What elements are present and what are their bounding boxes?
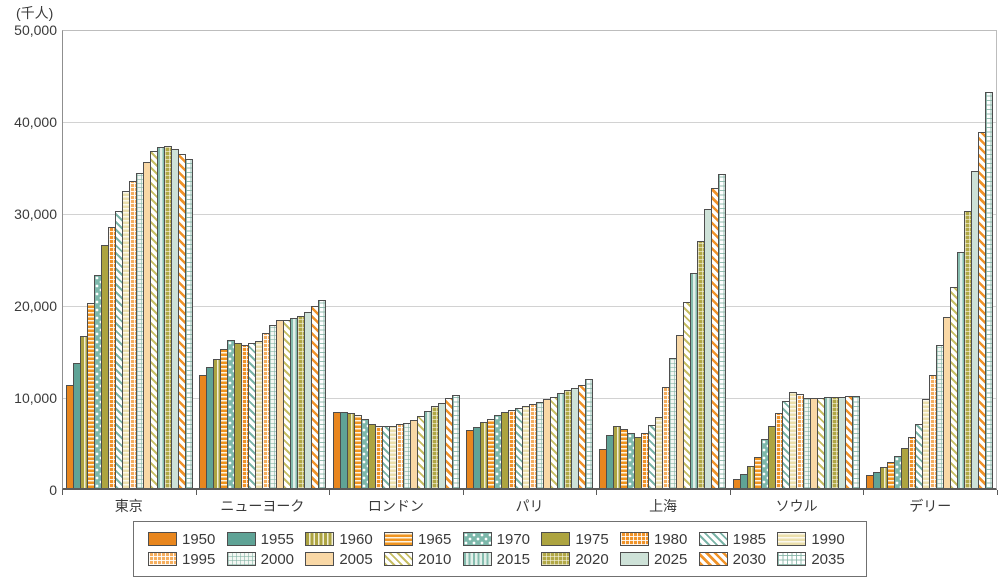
- legend-item-1970: 1970: [462, 530, 542, 548]
- legend-item-1955: 1955: [226, 530, 306, 548]
- legend-swatch-solid-peach: [305, 552, 335, 566]
- legend-item-1965: 1965: [383, 530, 463, 548]
- legend-item-1985: 1985: [698, 530, 778, 548]
- legend-year-label: 1985: [732, 530, 767, 548]
- x-axis-tick: [195, 490, 197, 495]
- legend-year-label: 2005: [339, 550, 373, 568]
- gridline-10000: [63, 398, 996, 399]
- legend-item-1975: 1975: [541, 531, 620, 548]
- bar-group-パリ: [463, 31, 596, 488]
- x-axis-tick: [997, 490, 998, 495]
- legend-item-2025: 2025: [619, 550, 699, 568]
- legend-year-label: 2010: [417, 550, 452, 568]
- gridline-20000: [63, 306, 996, 307]
- x-axis-label-ロンドン: ロンドン: [367, 498, 424, 514]
- legend-year-label: 1965: [417, 530, 452, 548]
- bar-パリ-2035: [584, 379, 593, 488]
- legend-item-1960: 1960: [305, 531, 384, 548]
- x-axis-label-デリー: デリー: [909, 498, 952, 514]
- legend-swatch-grid-orange-light: [148, 552, 177, 566]
- legend-item-2035: 2035: [777, 551, 856, 568]
- legend-year-label: 1950: [182, 530, 216, 548]
- legend-item-2000: 2000: [226, 550, 306, 568]
- bar-group-上海: [596, 31, 729, 488]
- x-axis-tick: [863, 490, 865, 495]
- legend-year-label: 1995: [182, 550, 216, 568]
- legend-year-label: 1955: [260, 530, 295, 548]
- x-axis-tick: [729, 490, 731, 495]
- legend-year-label: 1970: [496, 530, 531, 548]
- legend-item-2005: 2005: [305, 551, 384, 568]
- bar-東京-2035: [185, 159, 194, 488]
- legend-item-2020: 2020: [541, 551, 620, 568]
- legend-year-label: 1980: [653, 530, 688, 548]
- legend-item-2015: 2015: [462, 550, 542, 568]
- y-tick-label: 0: [49, 482, 57, 498]
- legend-swatch-solid-mint: [619, 552, 649, 566]
- legend-year-label: 1975: [575, 530, 609, 548]
- legend-swatch-stripe-diag-teal: [698, 532, 728, 546]
- legend-item-1995: 1995: [148, 551, 227, 568]
- y-tick-label: 30,000: [14, 206, 57, 222]
- gridline-30000: [63, 214, 996, 215]
- x-axis-label-パリ: パリ: [515, 498, 544, 514]
- legend-year-label: 2025: [653, 550, 688, 568]
- legend-swatch-solid-olive: [541, 532, 571, 546]
- bar-ソウル-2035: [851, 396, 860, 488]
- bar-ニューヨーク-2035: [318, 300, 327, 488]
- legend-year-label: 2030: [732, 550, 767, 568]
- y-tick-label: 40,000: [14, 114, 57, 130]
- legend-swatch-grid-orange: [619, 532, 649, 546]
- legend-year-label: 1960: [339, 530, 373, 548]
- x-axis-tick: [462, 490, 464, 495]
- legend-box: 1950 1955 1960 1965 1970 1975 1980 1985 1990 1995…: [133, 521, 867, 577]
- legend-year-label: 2015: [496, 550, 531, 568]
- legend-swatch-stripe-diag-orange: [698, 552, 728, 566]
- y-tick-label: 10,000: [14, 390, 57, 406]
- legend-item-2030: 2030: [698, 550, 778, 568]
- legend-swatch-stripe-diag-olive: [383, 552, 413, 566]
- bar-group-東京: [63, 31, 196, 488]
- bar-group-ロンドン: [330, 31, 463, 488]
- x-axis-label-ソウル: ソウル: [775, 498, 818, 514]
- x-axis-label-上海: 上海: [649, 498, 678, 514]
- legend-swatch-grid-olive: [541, 552, 571, 566]
- legend-item-2010: 2010: [383, 550, 463, 568]
- x-axis-label-ニューヨーク: ニューヨーク: [220, 498, 305, 514]
- bar-group-ソウル: [729, 31, 862, 488]
- bar-ロンドン-2035: [451, 395, 460, 488]
- legend-item-1990: 1990: [777, 531, 856, 548]
- x-axis-tick: [329, 490, 331, 495]
- legend-item-1980: 1980: [619, 530, 699, 548]
- legend-swatch-grid-teal-pale: [226, 552, 256, 566]
- legend-year-label: 2035: [811, 550, 845, 568]
- y-axis-unit-label: (千人): [16, 5, 54, 21]
- legend-year-label: 1990: [811, 530, 845, 548]
- legend-swatch-grid-teal-white: [777, 552, 807, 566]
- x-axis-tick: [596, 490, 598, 495]
- bar-デリー-2035: [984, 92, 993, 488]
- plot-area: [62, 30, 997, 490]
- legend-year-label: 2020: [575, 550, 609, 568]
- x-axis-tick: [62, 490, 63, 495]
- bar-group-ニューヨーク: [196, 31, 329, 488]
- legend-swatch-dots-teal: [462, 532, 492, 546]
- legend-year-label: 2000: [260, 550, 295, 568]
- y-tick-label: 20,000: [14, 298, 57, 314]
- legend-swatch-solid-teal: [226, 532, 256, 546]
- y-tick-label: 50,000: [14, 22, 57, 38]
- x-axis-label-東京: 東京: [114, 498, 143, 514]
- legend-swatch-stripe-v-teal: [462, 552, 492, 566]
- bar-group-デリー: [863, 31, 996, 488]
- legend-swatch-solid-orange: [148, 532, 177, 546]
- legend-swatch-stripe-v-olive: [305, 532, 335, 546]
- legend-swatch-stripe-h-orange: [383, 532, 413, 546]
- legend-item-1950: 1950: [148, 531, 227, 548]
- bar-上海-2035: [718, 174, 727, 488]
- gridline-40000: [63, 122, 996, 123]
- legend-swatch-stripe-h-cream: [777, 532, 807, 546]
